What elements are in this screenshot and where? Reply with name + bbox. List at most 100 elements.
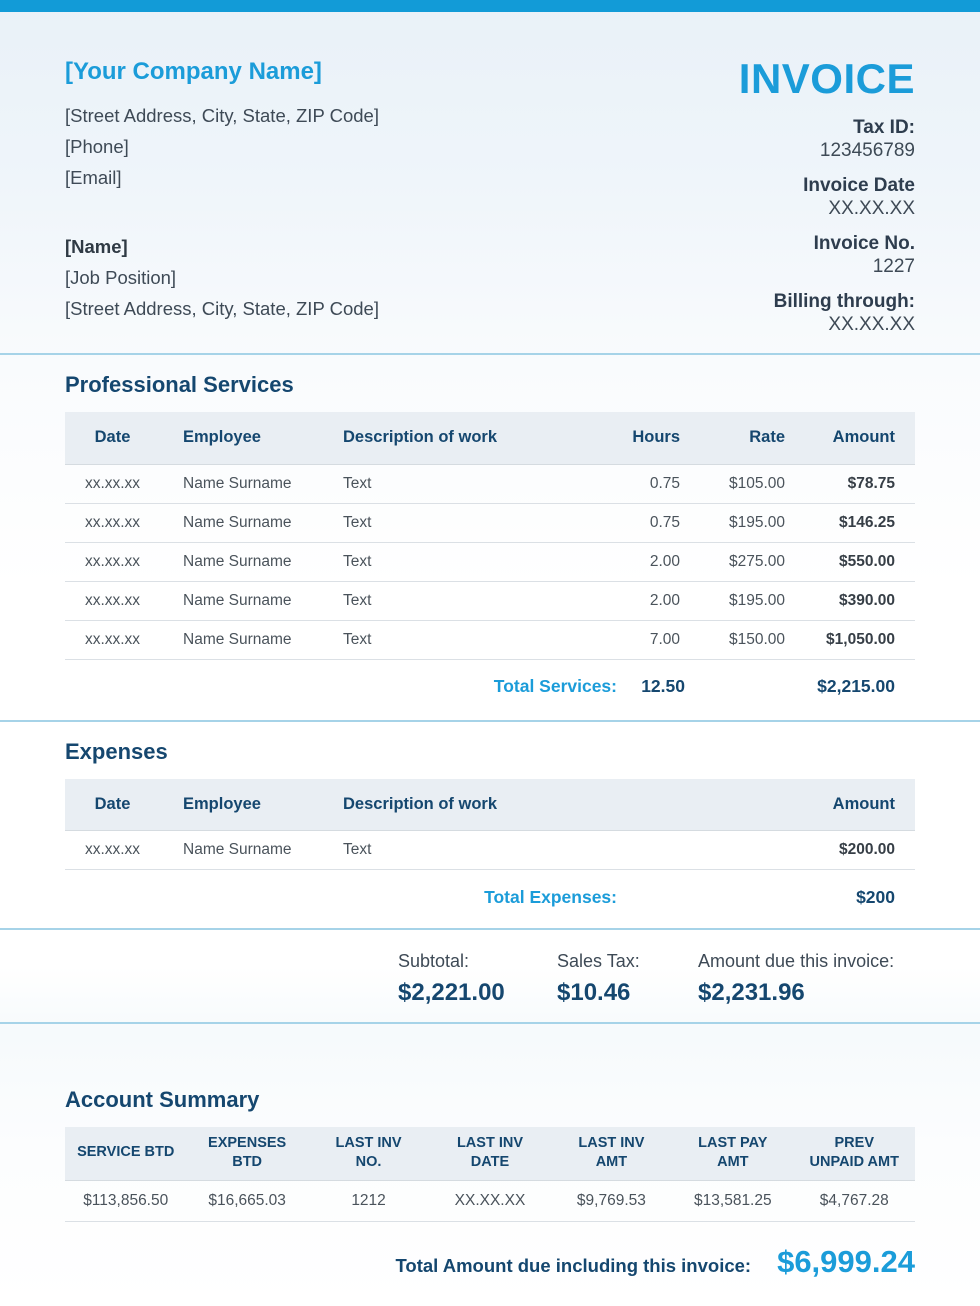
table-row: xx.xx.xx Name Surname Text 2.00 $275.00 … [65,542,915,582]
account-summary-header-row: SERVICE BTD EXPENSES BTD LAST INV NO. LA… [65,1127,915,1181]
amount-due-value: $2,231.96 [698,979,805,1006]
cell-rate: $195.00 [680,581,785,621]
table-row: xx.xx.xx Name Surname Text 0.75 $105.00 … [65,464,915,504]
cell-prev-unpaid-amt: $4,767.28 [793,1180,915,1222]
cell-expenses-btd: $16,665.03 [186,1180,308,1222]
tax-id-label: Tax ID: [853,117,915,138]
cell-date: xx.xx.xx [65,503,160,543]
expenses-table: Date Employee Description of work Amount… [65,778,915,870]
services-total-hours: 12.50 [641,676,685,696]
section-divider [0,719,980,722]
cell-employee: Name Surname [160,542,320,582]
invoice-totals-band: Subtotal: $2,221.00 Sales Tax: $10.46 Am… [0,930,980,1022]
services-table: Date Employee Description of work Hours … [65,412,915,660]
invoice-no-label: Invoice No. [813,233,915,254]
cell-description: Text [320,620,560,660]
cell-date: xx.xx.xx [65,581,160,621]
subtotal-value: $2,221.00 [398,979,505,1006]
amount-due-block: Amount due this invoice: $2,231.96 [698,951,894,1022]
acct-col-last-pay-amt: LAST PAY AMT [672,1127,794,1181]
account-summary-table: SERVICE BTD EXPENSES BTD LAST INV NO. LA… [65,1127,915,1222]
contact-address: [Street Address, City, State, ZIP Code] [65,298,379,319]
subtotal-label: Subtotal: [398,951,470,971]
acct-col-service-btd: SERVICE BTD [65,1127,187,1181]
sales-tax-block: Sales Tax: $10.46 [557,951,698,1022]
expenses-section: Expenses Date Employee Description of wo… [0,739,980,929]
expenses-total-amount: $200 [856,886,895,907]
cell-rate: $195.00 [680,503,785,543]
table-row: $113,856.50 $16,665.03 1212 XX.XX.XX $9,… [65,1180,915,1222]
cell-date: xx.xx.xx [65,542,160,582]
cell-rate: $105.00 [680,464,785,504]
invoice-no-value: 1227 [872,256,915,277]
cell-employee: Name Surname [160,464,320,504]
cell-amount: $78.75 [785,464,915,504]
invoice-header: [Your Company Name] [Street Address, Cit… [0,12,980,353]
cell-description: Text [320,542,560,582]
cell-last-inv-no: 1212 [307,1180,430,1222]
cell-hours: 2.00 [560,542,680,582]
services-col-description: Description of work [320,412,560,465]
cell-date: xx.xx.xx [65,464,160,504]
cell-hours: 0.75 [560,464,680,504]
account-summary-title: Account Summary [65,1087,260,1112]
cell-employee: Name Surname [160,830,320,870]
services-col-date: Date [65,412,160,465]
cell-employee: Name Surname [160,503,320,543]
cell-hours: 2.00 [560,581,680,621]
expenses-header-row: Date Employee Description of work Amount [65,778,915,831]
sales-tax-label: Sales Tax: [557,951,640,971]
cell-description: Text [320,581,560,621]
cell-amount: $550.00 [785,542,915,582]
company-name: [Your Company Name] [65,58,322,85]
expenses-total-label: Total Expenses: [484,886,617,907]
company-phone: [Phone] [65,136,129,157]
acct-col-expenses-btd: EXPENSES BTD [186,1127,308,1181]
services-col-employee: Employee [160,412,320,465]
expenses-col-description: Description of work [320,778,785,831]
cell-amount: $146.25 [785,503,915,543]
cell-employee: Name Surname [160,581,320,621]
table-row: xx.xx.xx Name Surname Text 7.00 $150.00 … [65,620,915,660]
cell-date: xx.xx.xx [65,620,160,660]
services-col-amount: Amount [785,412,915,465]
cell-amount: $390.00 [785,581,915,621]
invoice-date-group: Invoice Date XX.XX.XX [739,174,915,220]
services-col-rate: Rate [680,412,785,465]
cell-employee: Name Surname [160,620,320,660]
billing-through-group: Billing through: XX.XX.XX [739,290,915,336]
invoice-meta-block: INVOICE Tax ID: 123456789 Invoice Date X… [739,58,915,353]
cell-date: xx.xx.xx [65,830,160,870]
cell-amount: $200.00 [785,830,915,870]
company-email: [Email] [65,167,122,188]
services-header-row: Date Employee Description of work Hours … [65,412,915,465]
grand-total-label: Total Amount due including this invoice: [395,1254,752,1276]
tax-id-group: Tax ID: 123456789 [739,116,915,162]
cell-amount: $1,050.00 [785,620,915,660]
expenses-col-date: Date [65,778,160,831]
expenses-totals-row: Total Expenses: $200 [65,872,915,922]
cell-last-inv-amt: $9,769.53 [550,1180,673,1222]
cell-hours: 0.75 [560,503,680,543]
cell-description: Text [320,830,785,870]
contact-name: [Name] [65,236,128,257]
company-block: [Your Company Name] [Street Address, Cit… [65,58,379,353]
expenses-title: Expenses [65,738,168,764]
subtotal-block: Subtotal: $2,221.00 [398,951,557,1022]
acct-col-last-inv-amt: LAST INV AMT [550,1127,673,1181]
billing-through-label: Billing through: [773,291,915,312]
grand-total-row: Total Amount due including this invoice:… [0,1222,980,1280]
acct-col-last-inv-date: LAST INV DATE [429,1127,551,1181]
expenses-col-employee: Employee [160,778,320,831]
cell-description: Text [320,464,560,504]
account-summary-section: Account Summary SERVICE BTD EXPENSES BTD… [0,1024,980,1222]
section-divider [0,928,980,930]
table-row: xx.xx.xx Name Surname Text $200.00 [65,830,915,870]
acct-col-last-inv-no: LAST INV NO. [307,1127,430,1181]
amount-due-label: Amount due this invoice: [698,951,895,971]
billing-through-value: XX.XX.XX [828,314,915,335]
services-title: Professional Services [65,372,294,397]
invoice-title: INVOICE [738,55,915,102]
section-divider [0,1022,980,1024]
company-address: [Street Address, City, State, ZIP Code] [65,105,379,126]
